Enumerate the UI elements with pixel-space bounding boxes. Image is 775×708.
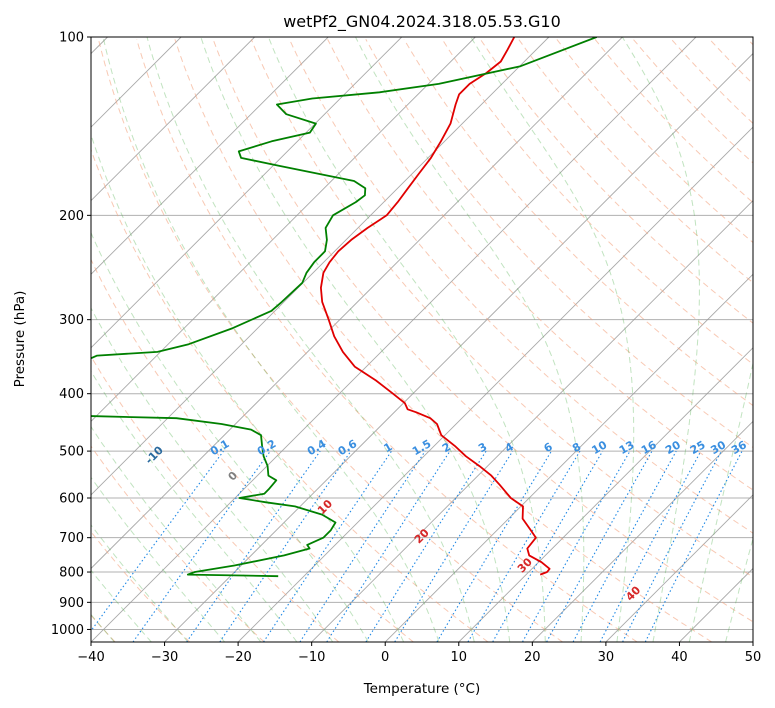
y-tick-label: 500 bbox=[59, 445, 84, 460]
moist-adiabat-line bbox=[146, 37, 475, 642]
isotherm-line bbox=[384, 273, 753, 642]
x-tick-label: −40 bbox=[77, 650, 104, 665]
dry-adiabat-line bbox=[91, 530, 191, 642]
dry-adiabat-line bbox=[136, 39, 638, 642]
mixing-ratio-line bbox=[394, 450, 514, 642]
moist-adiabat-line bbox=[621, 37, 700, 642]
x-tick-label: 0 bbox=[381, 650, 389, 665]
moist-adiabat-line bbox=[688, 360, 753, 642]
moist-adiabat-line bbox=[102, 37, 440, 642]
dry-adiabat-line bbox=[91, 445, 265, 642]
moist-adiabat-line bbox=[91, 524, 189, 642]
y-tick-label: 600 bbox=[59, 492, 84, 507]
y-tick-label: 400 bbox=[59, 387, 84, 402]
dry-adiabat-line bbox=[556, 38, 753, 244]
dry-adiabat-line bbox=[594, 38, 753, 204]
dry-adiabat-line bbox=[91, 258, 414, 642]
mixing-ratio-line bbox=[546, 450, 653, 642]
x-tick-label: −10 bbox=[298, 650, 325, 665]
dry-adiabat-line bbox=[441, 39, 753, 365]
dry-adiabat-line bbox=[327, 39, 753, 491]
plot-area-background bbox=[91, 37, 753, 642]
sounding-profiles bbox=[91, 37, 598, 578]
y-tick-label: 700 bbox=[59, 531, 84, 546]
isotherm-line bbox=[532, 420, 753, 642]
dry-adiabat-line bbox=[288, 39, 753, 534]
dry-adiabat-line bbox=[212, 39, 753, 623]
dry-adiabats bbox=[91, 38, 753, 642]
moist-adiabat-line bbox=[355, 37, 585, 642]
mixing-ratio-line bbox=[186, 450, 321, 642]
y-axis-label: Pressure (hPa) bbox=[12, 291, 28, 388]
plot-frame bbox=[90, 36, 754, 643]
moist-adiabat-line bbox=[91, 133, 405, 642]
mixing-ratio-line bbox=[219, 450, 352, 642]
x-tick-label: 30 bbox=[598, 650, 615, 665]
moist-adiabat-line bbox=[200, 37, 511, 642]
x-axis-label: Temperature (°C) bbox=[363, 681, 481, 697]
moist-adiabat-line bbox=[91, 425, 262, 642]
x-axis-ticks: −40 −30 −20 −10 0 10 20 30 40 50 bbox=[77, 642, 761, 665]
mixing-ratio-line bbox=[299, 450, 426, 642]
dry-adiabat-line bbox=[365, 39, 753, 449]
dry-adiabat-line bbox=[174, 39, 713, 642]
moist-adiabat-line bbox=[267, 37, 546, 642]
x-tick-label: 20 bbox=[524, 650, 541, 665]
y-tick-label: 200 bbox=[59, 209, 84, 224]
isotherm-line bbox=[91, 37, 403, 349]
isotherm-line bbox=[458, 347, 753, 642]
y-tick-label: 300 bbox=[59, 313, 84, 328]
moist-adiabat-line bbox=[91, 569, 152, 642]
isotherm-line bbox=[91, 37, 329, 275]
x-tick-label: 40 bbox=[671, 650, 688, 665]
isobar-grid bbox=[91, 37, 753, 630]
x-tick-label: −20 bbox=[224, 650, 251, 665]
isotherm-line bbox=[605, 494, 753, 642]
isotherm-grid bbox=[91, 37, 753, 642]
isotherm-line bbox=[91, 37, 550, 496]
moist-adiabat-line bbox=[91, 476, 225, 642]
moist-adiabat-line bbox=[725, 536, 753, 642]
isotherm-line bbox=[91, 37, 697, 642]
mixing-ratio-line bbox=[263, 450, 392, 642]
isotherm-line bbox=[91, 37, 623, 570]
mixing-ratio-line bbox=[572, 450, 677, 642]
mixing-ratio-line bbox=[132, 450, 271, 642]
isotherm-line bbox=[91, 37, 255, 202]
y-tick-label: 100 bbox=[59, 31, 84, 46]
moist-adiabat-line bbox=[91, 370, 298, 642]
moist-adiabats bbox=[91, 37, 753, 642]
x-tick-label: −30 bbox=[151, 650, 178, 665]
mixing-ratio-line bbox=[644, 450, 743, 642]
isotherm-line bbox=[164, 52, 753, 642]
chart-title: wetPf2_GN04.2024.318.05.53.G10 bbox=[283, 12, 561, 32]
mixing-ratio-line bbox=[326, 450, 451, 642]
y-axis-ticks: 100 200 300 400 500 600 700 800 900 1000 bbox=[51, 31, 91, 638]
dry-adiabat-line bbox=[98, 39, 563, 642]
dry-adiabat-line bbox=[250, 39, 753, 578]
moist-adiabat-line bbox=[91, 307, 334, 642]
x-tick-label: 50 bbox=[745, 650, 762, 665]
dewpoint-profile bbox=[91, 37, 598, 578]
isotherm-line bbox=[237, 126, 753, 642]
mixing-ratio-line bbox=[91, 450, 224, 632]
temperature-profile bbox=[320, 37, 551, 576]
y-tick-label: 900 bbox=[59, 596, 84, 611]
x-tick-label: 10 bbox=[451, 650, 468, 665]
y-tick-label: 1000 bbox=[51, 623, 84, 638]
dry-adiabat-line bbox=[479, 39, 753, 324]
mixing-ratio-line bbox=[522, 450, 631, 642]
moist-adiabat-line bbox=[91, 231, 369, 642]
mixing-ratio-lines bbox=[91, 450, 743, 642]
y-tick-label: 800 bbox=[59, 566, 84, 581]
isotherm-line bbox=[91, 37, 476, 422]
